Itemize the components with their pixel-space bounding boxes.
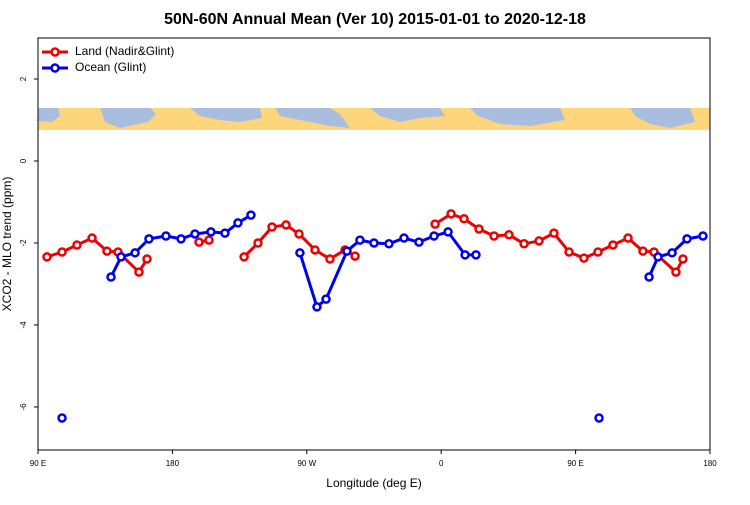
x-tick-label: 180 — [703, 459, 717, 468]
chart-title: 50N-60N Annual Mean (Ver 10) 2015-01-01 … — [164, 11, 586, 28]
data-point — [116, 252, 126, 262]
data-point — [220, 228, 230, 238]
data-point — [176, 234, 186, 244]
series-line — [109, 213, 704, 309]
data-point — [350, 251, 360, 261]
data-point — [638, 246, 648, 256]
y-axis-label: XCO2 - MLO trend (ppm) — [0, 177, 14, 312]
data-point — [504, 230, 514, 240]
data-point — [142, 254, 152, 264]
data-point — [549, 228, 559, 238]
data-point — [57, 247, 67, 257]
y-tick-label: 0 — [19, 158, 28, 163]
data-point — [246, 210, 256, 220]
data-point — [134, 267, 144, 277]
data-point — [671, 267, 681, 277]
data-point — [519, 239, 529, 249]
legend-marker — [50, 47, 60, 57]
data-point — [253, 238, 263, 248]
x-tick-label: 90 E — [30, 459, 46, 468]
data-point — [446, 209, 456, 219]
data-point — [325, 254, 335, 264]
legend-label: Land (Nadir&Glint) — [75, 44, 174, 58]
data-point — [355, 235, 365, 245]
data-point — [294, 229, 304, 239]
y-tick-label: -6 — [19, 403, 28, 411]
x-tick-label: 0 — [439, 459, 444, 468]
data-point — [57, 413, 67, 423]
data-point — [106, 272, 116, 282]
data-point — [233, 218, 243, 228]
data-point — [593, 247, 603, 257]
data-point — [399, 233, 409, 243]
data-point — [471, 250, 481, 260]
series-line — [46, 212, 685, 274]
data-point — [698, 231, 708, 241]
data-point — [72, 240, 82, 250]
data-point — [678, 254, 688, 264]
data-point — [623, 233, 633, 243]
data-point — [474, 224, 484, 234]
data-point — [310, 245, 320, 255]
data-point — [144, 234, 154, 244]
data-point — [321, 294, 331, 304]
map-band — [38, 108, 710, 130]
data-point — [579, 253, 589, 263]
data-point — [102, 246, 112, 256]
data-point — [460, 250, 470, 260]
legend-label: Ocean (Glint) — [75, 60, 146, 74]
x-tick-label: 90 E — [567, 459, 583, 468]
data-point — [534, 236, 544, 246]
data-point — [653, 252, 663, 262]
data-point — [190, 229, 200, 239]
data-point — [342, 246, 352, 256]
data-point — [194, 237, 204, 247]
data-point — [564, 247, 574, 257]
y-tick-label: 2 — [19, 76, 28, 81]
legend-marker — [50, 63, 60, 73]
data-point — [42, 252, 52, 262]
data-point — [281, 220, 291, 230]
data-point — [608, 240, 618, 250]
data-point — [130, 248, 140, 258]
x-tick-label: 90 W — [297, 459, 316, 468]
y-tick-label: -4 — [19, 321, 28, 329]
data-point — [384, 239, 394, 249]
data-point — [443, 227, 453, 237]
y-tick-label: -2 — [19, 239, 28, 247]
data-point — [414, 237, 424, 247]
data-point — [594, 413, 604, 423]
data-point — [644, 272, 654, 282]
x-axis-label: Longitude (deg E) — [326, 476, 421, 490]
data-point — [430, 219, 440, 229]
plot-frame — [37, 37, 711, 451]
data-point — [87, 233, 97, 243]
data-point — [206, 227, 216, 237]
data-point — [204, 235, 214, 245]
data-point — [239, 252, 249, 262]
data-point — [295, 248, 305, 258]
data-point — [267, 222, 277, 232]
data-point — [429, 231, 439, 241]
data-point — [489, 231, 499, 241]
x-tick-label: 180 — [166, 459, 180, 468]
data-point — [459, 214, 469, 224]
data-point — [161, 231, 171, 241]
data-point — [312, 302, 322, 312]
data-point — [369, 238, 379, 248]
data-point — [667, 248, 677, 258]
data-point — [682, 234, 692, 244]
